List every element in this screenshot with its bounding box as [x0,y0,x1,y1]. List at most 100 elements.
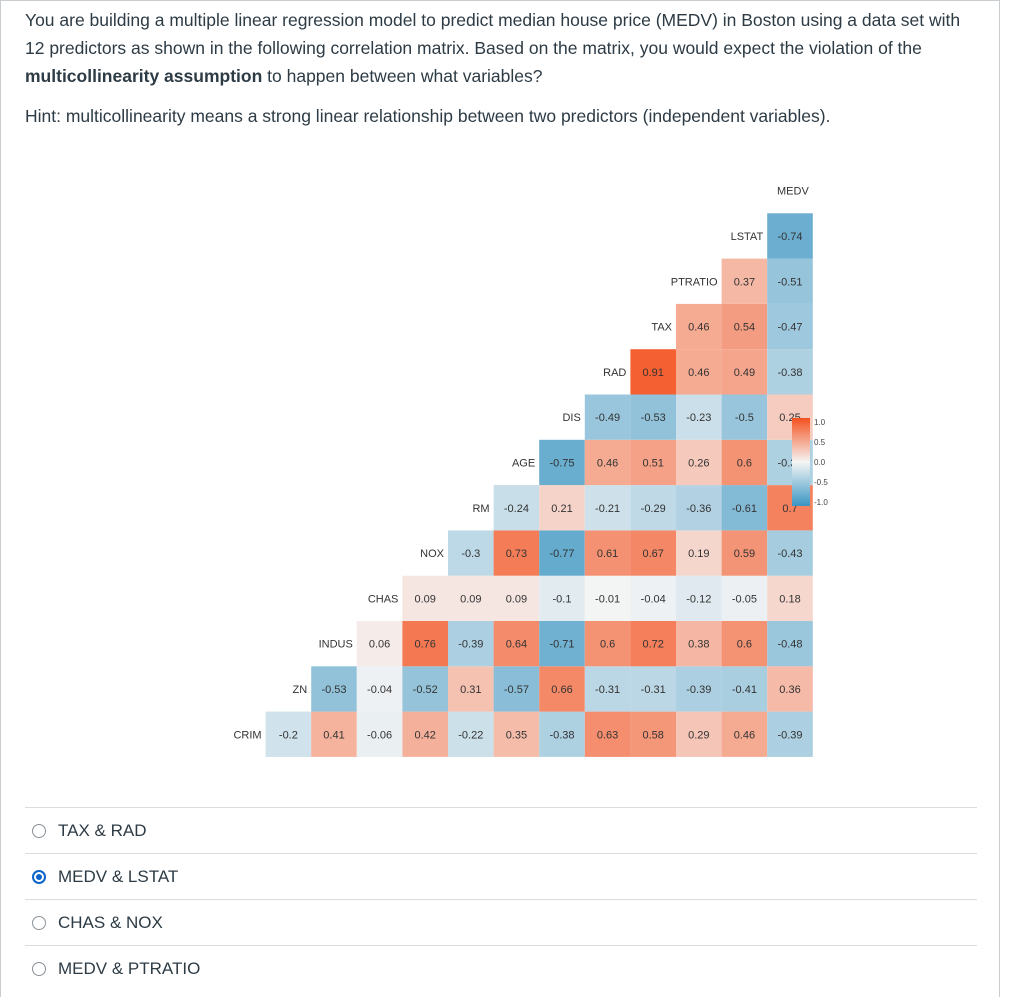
cell-ptratio-medv [767,258,813,304]
cell-value: 0.73 [506,548,527,560]
cell-value: 0.42 [414,729,435,741]
cell-zn-rm [448,666,494,712]
radio-button[interactable] [32,869,46,884]
question-hint: Hint: multicollinearity means a strong l… [25,106,831,126]
legend-tick: 1.0 [814,418,826,427]
option-label: TAX & RAD [58,820,147,840]
row-label-dis: DIS [562,412,580,424]
cell-rm-lstat [721,485,768,531]
color-legend-bar [792,418,810,506]
cell-value: 0.38 [688,639,709,651]
cell-dis-tax [630,394,676,440]
cell-value: 0.46 [688,322,709,334]
cell-value: 0.63 [597,729,618,741]
cell-rm-ptratio [676,485,722,531]
cell-value: -0.24 [504,503,529,515]
cell-value: -0.05 [732,593,757,605]
cell-ptratio-lstat [721,258,768,304]
question-part1: You are building a multiple linear regre… [25,10,961,58]
cell-dis-ptratio [676,394,722,440]
cell-zn-nox [402,666,448,712]
cell-indus-rad [584,621,631,667]
cell-value: -0.51 [777,276,802,288]
cell-value: -0.38 [549,729,574,741]
cell-age-rad [584,439,631,486]
cell-value: -0.71 [549,639,574,651]
legend-tick: 0.5 [814,438,826,447]
cell-value: 0.64 [506,639,527,651]
legend-tick: -1.0 [814,498,828,507]
cell-value: -0.3 [461,548,480,560]
question-text: You are building a multiple linear regre… [25,6,980,130]
option-medv-ptratio[interactable]: MEDV & PTRATIO [25,945,977,991]
row-label-crim: CRIM [233,729,261,741]
cell-indus-rm [448,621,494,667]
cell-indus-nox [402,621,448,667]
cell-zn-chas [356,666,403,712]
cell-crim-zn [265,711,312,757]
cell-value: -0.74 [777,231,802,243]
cell-value: -0.22 [458,729,483,741]
cell-value: 0.67 [642,548,663,560]
cell-indus-ptratio [676,621,722,667]
option-chas-nox[interactable]: CHAS & NOX [25,899,977,945]
option-medv-lstat[interactable]: MEDV & LSTAT [25,853,977,899]
cell-zn-indus [311,666,357,712]
cell-rad-tax [630,349,676,395]
cell-crim-indus [311,711,357,757]
cell-rad-lstat [721,349,768,395]
cell-age-tax [630,439,676,486]
cell-nox-rm [448,530,494,576]
cell-value: 0.06 [369,639,390,651]
row-label-chas: CHAS [368,593,399,605]
cell-chas-ptratio [676,575,722,621]
cell-value: -0.04 [641,593,666,605]
cell-lstat-medv [767,213,813,259]
radio-button[interactable] [32,961,46,976]
cell-value: 0.49 [734,367,755,379]
cell-nox-lstat [721,530,768,576]
cell-indus-chas [356,621,403,667]
cell-crim-rm [448,711,494,757]
cell-chas-tax [630,575,676,621]
cell-dis-lstat [721,394,768,440]
cell-value: 0.35 [506,729,527,741]
cell-zn-medv [767,666,813,712]
cell-value: 0.54 [734,322,755,334]
cell-indus-tax [630,621,676,667]
option-label: CHAS & NOX [58,912,163,932]
cell-age-lstat [721,439,768,486]
cell-value: -0.21 [595,503,620,515]
radio-button[interactable] [32,823,46,838]
cell-value: -0.57 [504,684,529,696]
cell-value: 0.6 [737,639,752,651]
cell-nox-tax [630,530,676,576]
cell-zn-ptratio [676,666,722,712]
legend-tick: -0.5 [814,478,828,487]
cell-value: 0.6 [737,457,752,469]
cell-value: -0.38 [777,367,802,379]
cell-value: -0.12 [686,593,711,605]
cell-value: 0.09 [460,593,481,605]
cell-value: 0.31 [460,684,481,696]
cell-value: -0.23 [686,412,711,424]
cell-crim-ptratio [676,711,722,757]
cell-value: -0.53 [641,412,666,424]
cell-value: 0.6 [600,639,615,651]
cell-rm-tax [630,485,676,531]
cell-crim-rad [584,711,631,757]
option-label: MEDV & LSTAT [58,866,179,886]
cell-zn-rad [584,666,631,712]
option-tax-rad[interactable]: TAX & RAD [25,807,977,853]
cell-chas-medv [767,575,813,621]
radio-button[interactable] [32,915,46,930]
cell-value: 0.37 [734,276,755,288]
cell-value: 0.66 [551,684,572,696]
cell-value: 0.58 [642,729,663,741]
cell-tax-medv [767,303,813,350]
cell-value: 0.21 [551,503,572,515]
cell-value: 0.76 [414,639,435,651]
cell-nox-medv [767,530,813,576]
cell-value: -0.43 [777,548,802,560]
cell-crim-lstat [721,711,768,757]
